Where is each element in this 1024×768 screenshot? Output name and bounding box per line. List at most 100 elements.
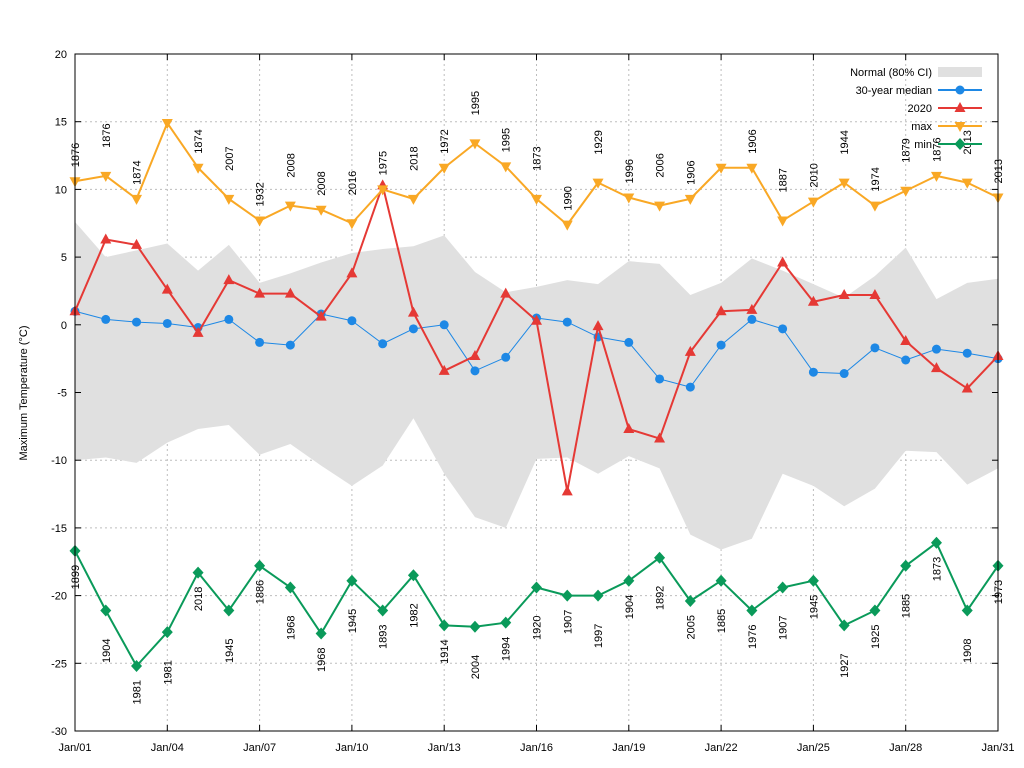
point-min xyxy=(838,619,850,632)
point-min xyxy=(900,559,912,572)
year-label-max: 1990 xyxy=(562,186,574,210)
x-tick-label: Jan/31 xyxy=(981,742,1014,754)
year-label-min: 1904 xyxy=(624,595,636,619)
year-label-max: 1995 xyxy=(470,91,482,115)
x-tick-label: Jan/19 xyxy=(612,742,645,754)
point-max xyxy=(438,163,450,174)
year-label-max: 2010 xyxy=(808,163,820,187)
point-min xyxy=(684,595,696,608)
point-max xyxy=(777,216,789,227)
point-30-year-median xyxy=(962,348,972,358)
year-label-min: 1893 xyxy=(378,624,390,648)
series-30-year-median xyxy=(70,306,1003,392)
y-tick-label: -30 xyxy=(51,726,67,738)
x-tick-label: Jan/16 xyxy=(520,742,553,754)
year-label-max: 1879 xyxy=(901,138,913,162)
point-30-year-median xyxy=(685,382,695,392)
point-30-year-median xyxy=(901,355,911,365)
point-30-year-median xyxy=(870,343,880,353)
point-30-year-median xyxy=(101,314,111,324)
legend-marker xyxy=(954,122,966,132)
point-max xyxy=(930,171,942,182)
point-max xyxy=(346,219,358,230)
point-2020 xyxy=(254,287,266,298)
point-max xyxy=(223,194,235,205)
point-2020 xyxy=(623,423,635,434)
point-30-year-median xyxy=(931,344,941,354)
series-min xyxy=(69,536,1004,673)
point-min xyxy=(438,619,450,632)
x-tick-label: Jan/04 xyxy=(151,742,184,754)
point-30-year-median xyxy=(255,337,265,347)
year-label-max: 2018 xyxy=(408,146,420,170)
legend: Normal (80% CI) 30-year median 2020 max min xyxy=(850,67,982,151)
year-label-max: 1876 xyxy=(931,137,943,161)
year-label-min: 1920 xyxy=(532,615,544,639)
point-max xyxy=(746,163,758,174)
year-label-min: 1892 xyxy=(655,586,667,610)
point-min xyxy=(592,589,604,602)
point-2020 xyxy=(930,362,942,373)
point-max xyxy=(807,197,819,208)
point-2020 xyxy=(684,345,696,356)
year-label-min: 1899 xyxy=(70,565,82,589)
year-label-max: 2008 xyxy=(316,171,328,195)
point-30-year-median xyxy=(378,339,388,349)
point-30-year-median xyxy=(470,366,480,376)
point-max xyxy=(254,216,266,227)
point-min xyxy=(469,620,481,633)
year-label-min: 1973 xyxy=(993,580,1005,604)
year-label-max: 1932 xyxy=(255,182,267,206)
year-label-min: 1945 xyxy=(808,595,820,619)
point-2020 xyxy=(192,326,204,337)
x-tick-label: Jan/13 xyxy=(428,742,461,754)
y-tick-label: 15 xyxy=(55,117,67,129)
point-min xyxy=(869,604,881,617)
point-max xyxy=(592,178,604,189)
year-label-max: 1974 xyxy=(870,167,882,191)
point-min xyxy=(223,604,235,617)
year-label-max: 1929 xyxy=(593,130,605,154)
point-2020 xyxy=(592,320,604,331)
point-30-year-median xyxy=(655,374,665,384)
point-2020 xyxy=(100,233,112,244)
point-min xyxy=(746,604,758,617)
year-label-min: 1976 xyxy=(747,624,759,648)
year-label-min: 1997 xyxy=(593,624,605,648)
y-tick-label: 5 xyxy=(61,252,67,264)
year-label-max: 2013 xyxy=(993,159,1005,183)
legend-label: 30-year median xyxy=(856,85,932,97)
legend-label: Normal (80% CI) xyxy=(850,67,932,79)
point-2020 xyxy=(838,289,850,300)
legend-label: max xyxy=(911,121,932,133)
legend-label: min xyxy=(914,139,932,151)
point-30-year-median xyxy=(716,340,726,350)
year-label-min: 2004 xyxy=(470,655,482,679)
x-tick-label: Jan/07 xyxy=(243,742,276,754)
point-2020 xyxy=(346,267,358,278)
point-30-year-median xyxy=(347,316,357,326)
point-min xyxy=(131,660,143,673)
y-tick-label: -20 xyxy=(51,591,67,603)
year-label-min: 1982 xyxy=(408,603,420,627)
point-min xyxy=(407,569,419,582)
point-min xyxy=(500,616,512,629)
year-label-max: 1906 xyxy=(747,129,759,153)
y-tick-label: 10 xyxy=(55,184,67,196)
point-2020 xyxy=(961,382,973,393)
point-2020 xyxy=(223,274,235,285)
point-2020 xyxy=(500,287,512,298)
point-2020 xyxy=(531,314,542,325)
legend-marker xyxy=(954,102,966,112)
year-label-max: 2016 xyxy=(347,171,359,195)
legend-swatch xyxy=(938,67,982,77)
point-max xyxy=(623,193,635,204)
point-30-year-median xyxy=(501,352,511,362)
year-label-min: 1981 xyxy=(132,680,144,704)
point-max xyxy=(315,205,327,216)
point-min xyxy=(807,574,819,587)
year-label-max: 1972 xyxy=(439,129,451,153)
point-min xyxy=(623,574,635,587)
point-max xyxy=(531,194,542,205)
point-30-year-median xyxy=(778,324,788,334)
